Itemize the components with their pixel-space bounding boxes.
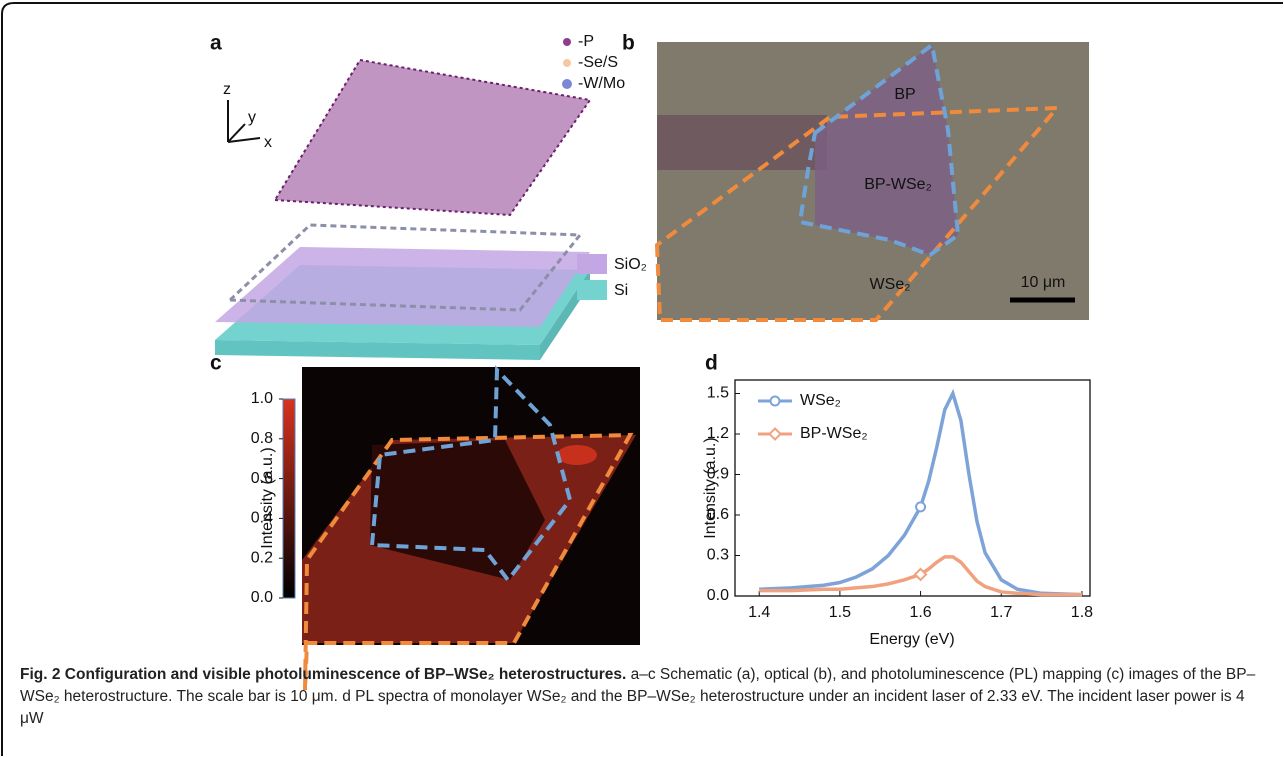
layer-swatch	[577, 254, 607, 274]
legend-marker	[771, 397, 780, 406]
y-tick-label: 0.6	[707, 506, 729, 523]
point-marker	[916, 502, 925, 511]
colorbar-tick-label: 0.6	[251, 470, 273, 487]
legend-marker	[770, 429, 781, 440]
x-tick-label: 1.8	[1071, 604, 1093, 621]
layer-swatch	[577, 280, 607, 300]
panel-label: d	[705, 352, 718, 375]
figure: a z y x -P -Se/S -W/Mo SiO₂ Si b BP BP-W…	[0, 0, 1284, 757]
caption-title: Fig. 2 Configuration and visible photolu…	[20, 666, 626, 683]
legend-dot	[563, 59, 571, 67]
layer-text: SiO₂	[614, 256, 647, 273]
page: a z y x -P -Se/S -W/Mo SiO₂ Si b BP BP-W…	[0, 0, 1284, 757]
colorbar-tick-label: 1.0	[251, 390, 273, 407]
y-tick-label: 0.3	[707, 547, 729, 564]
region-label: BP-WSe₂	[864, 176, 932, 193]
y-axis-label: Intensity (a.u.)	[702, 437, 719, 538]
colorbar	[283, 399, 295, 598]
colorbar-tick-label: 0.0	[251, 589, 273, 606]
y-tick-label: 1.2	[707, 425, 729, 442]
pl-map	[302, 367, 640, 690]
x-axis-label: Energy (eV)	[869, 631, 954, 648]
schematic	[215, 60, 590, 360]
x-tick-label: 1.5	[829, 604, 851, 621]
x-tick-label: 1.6	[909, 604, 931, 621]
legend-text: -P	[578, 33, 594, 50]
panel-label: c	[210, 352, 222, 375]
x-tick-label: 1.7	[990, 604, 1012, 621]
layer-text: Si	[614, 282, 628, 299]
x-tick-label: 1.4	[748, 604, 770, 621]
legend-dot	[563, 38, 571, 46]
legend-text: -Se/S	[578, 54, 618, 71]
scale-bar-label: 10 μm	[1021, 274, 1066, 291]
colorbar-tick-label: 0.2	[251, 549, 273, 566]
frame	[2, 3, 1283, 756]
plot-frame	[735, 380, 1090, 596]
legend-text: BP-WSe₂	[800, 425, 868, 442]
colorbar-tick-label: 0.8	[251, 430, 273, 447]
y-tick-label: 0.9	[707, 466, 729, 483]
panel-label: a	[210, 32, 222, 55]
legend-text: -W/Mo	[578, 75, 625, 92]
legend-dot	[562, 79, 572, 89]
region-label: BP	[894, 86, 915, 103]
region-label: WSe₂	[870, 276, 911, 293]
axis-name: z	[223, 81, 231, 98]
axis-x	[228, 138, 260, 142]
axis-name: y	[248, 109, 256, 126]
legend-text: WSe₂	[800, 392, 841, 409]
y-tick-label: 1.5	[707, 385, 729, 402]
colorbar-tick-label: 0.4	[251, 510, 273, 527]
colorbar-label: Intensity (a.u.)	[259, 447, 276, 548]
axis-name: x	[264, 134, 272, 151]
panel-label: b	[622, 32, 635, 55]
series-line	[759, 394, 1082, 595]
y-tick-label: 0.0	[707, 587, 729, 604]
caption: Fig. 2 Configuration and visible photolu…	[20, 664, 1260, 730]
